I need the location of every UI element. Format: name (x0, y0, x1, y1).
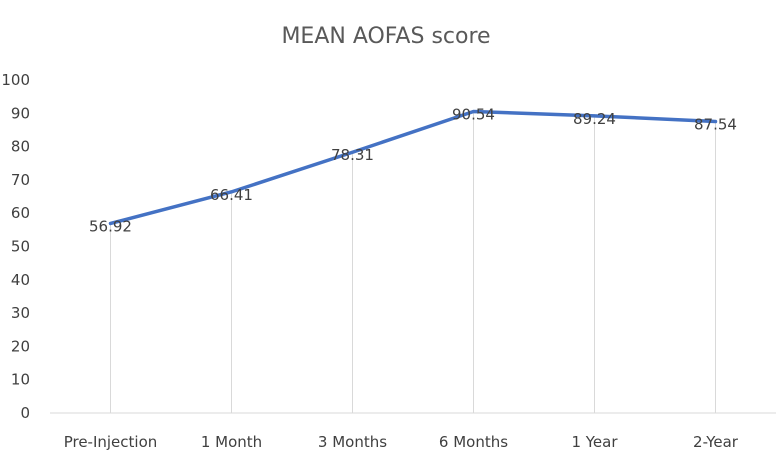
data-point (472, 110, 475, 114)
x-tick-label: 2-Year (693, 433, 739, 451)
data-point (230, 190, 233, 194)
data-label: 78.31 (331, 146, 374, 164)
chart-title: MEAN AOFAS score (281, 24, 490, 49)
y-tick-label: 70 (11, 171, 30, 189)
y-tick-label: 50 (11, 238, 30, 256)
grid-layer (50, 111, 776, 414)
series-layer (108, 109, 718, 226)
data-point (714, 119, 717, 123)
y-axis-ticks: 0 10 20 30 40 50 60 70 80 90 100 (1, 71, 30, 422)
data-label: 66.41 (210, 186, 253, 204)
data-label: 87.54 (694, 115, 737, 133)
data-point (109, 221, 112, 225)
data-label: 90.54 (452, 106, 495, 124)
x-tick-label: Pre-Injection (64, 433, 158, 451)
series-line (108, 109, 718, 226)
data-label: 89.24 (573, 110, 616, 128)
x-tick-label: 3 Months (318, 433, 387, 451)
data-label: 56.92 (89, 217, 132, 235)
y-tick-label: 30 (11, 304, 30, 322)
y-tick-label: 60 (11, 204, 30, 222)
data-labels: 56.92 66.41 78.31 90.54 89.24 87.54 (89, 106, 737, 236)
data-point (351, 150, 354, 154)
y-tick-label: 10 (11, 371, 30, 389)
y-tick-label: 40 (11, 271, 30, 289)
x-tick-label: 1 Month (201, 433, 262, 451)
x-tick-label: 6 Months (439, 433, 508, 451)
y-tick-label: 0 (20, 404, 30, 422)
data-point (593, 114, 596, 118)
y-tick-label: 90 (11, 104, 30, 122)
x-axis-ticks: Pre-Injection 1 Month 3 Months 6 Months 1 Ye… (64, 433, 739, 451)
y-tick-label: 80 (11, 138, 30, 156)
x-tick-label: 1 Year (571, 433, 618, 451)
y-tick-label: 100 (1, 71, 30, 89)
y-tick-label: 20 (11, 337, 30, 355)
